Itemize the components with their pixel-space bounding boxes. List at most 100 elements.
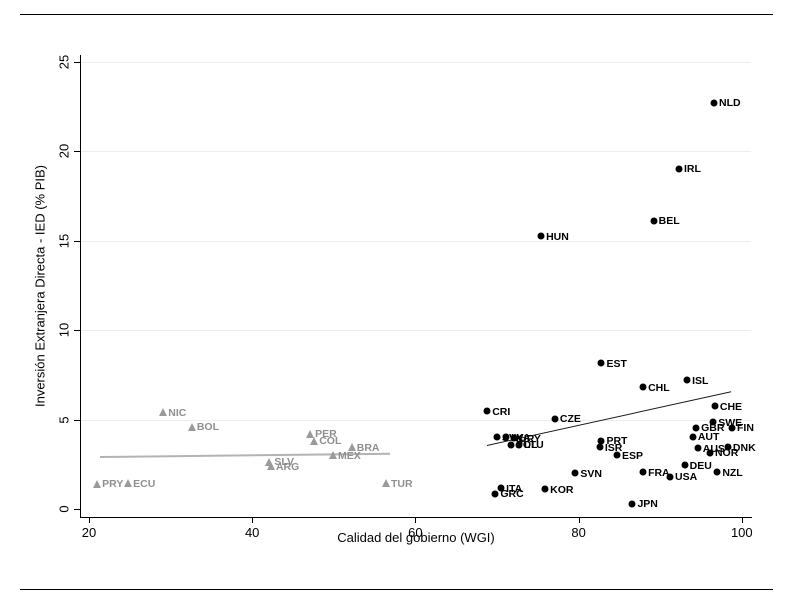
triangle-marker-ECU: [124, 479, 133, 488]
circle-marker-JPN: [628, 500, 636, 508]
data-point-triangle: [328, 451, 337, 460]
data-point-label-CRI: CRI: [492, 405, 511, 418]
data-point-circle: [493, 433, 501, 441]
circle-marker-USA: [666, 473, 674, 481]
circle-marker-URY: [510, 434, 518, 442]
data-point-circle: [507, 441, 515, 449]
data-point-label-CZE: CZE: [559, 413, 581, 426]
data-point-label-SLV: SLV: [274, 456, 294, 469]
circle-marker-LVA: [502, 433, 510, 441]
circle-marker-LTU: [515, 441, 523, 449]
x-tick-60: [415, 517, 417, 523]
data-point-circle: [706, 449, 714, 457]
y-tick-5: [74, 419, 80, 421]
data-point-circle: [571, 469, 579, 477]
data-point-triangle: [93, 479, 102, 488]
data-point-circle: [483, 407, 491, 415]
data-point-circle: [596, 443, 604, 451]
triangle-marker-COL: [310, 436, 319, 445]
circle-marker-NZL: [713, 468, 721, 476]
data-point-label-MEX: MEX: [337, 449, 361, 462]
triangle-marker-TUR: [382, 479, 391, 488]
data-point-circle: [502, 433, 510, 441]
circle-marker-PRT: [597, 437, 605, 445]
data-point-circle: [541, 485, 549, 493]
data-point-label-IRL: IRL: [683, 163, 701, 176]
y-axis-title: Inversión Extranjera Directa - IED (% PI…: [32, 164, 48, 408]
data-point-triangle: [266, 462, 275, 471]
gridline-y-10: [81, 330, 751, 331]
data-point-circle: [692, 424, 700, 432]
data-point-circle: [683, 376, 691, 384]
data-point-label-EST: EST: [606, 357, 627, 370]
data-point-triangle: [187, 422, 196, 431]
data-point-label-ARG: ARG: [275, 460, 300, 473]
data-point-label-CHL: CHL: [648, 381, 670, 394]
circle-marker-ITA: [497, 484, 505, 492]
data-point-label-PRY: PRY: [102, 478, 124, 491]
circle-marker-NOR: [706, 449, 714, 457]
data-point-circle: [537, 232, 545, 240]
circle-marker-AUS: [694, 444, 702, 452]
y-axis-line: [80, 55, 81, 517]
data-point-label-AUT: AUT: [697, 431, 720, 443]
data-point-label-SWE: SWE: [718, 416, 743, 429]
data-point-label-COL: COL: [319, 435, 342, 448]
data-point-label-LTU: LTU: [524, 439, 544, 452]
data-point-circle: [497, 484, 505, 492]
data-point-circle: [510, 434, 518, 442]
data-point-triangle: [310, 436, 319, 445]
data-point-circle: [713, 468, 721, 476]
circle-marker-CHL: [639, 383, 647, 391]
y-tick-20: [74, 151, 80, 152]
x-axis-title: Calidad del gobierno (WGI): [337, 530, 495, 545]
data-point-label-NZL: NZL: [722, 466, 743, 479]
data-point-label-BEL: BEL: [658, 215, 680, 228]
data-point-circle: [675, 165, 683, 173]
data-point-label-GRC: GRC: [500, 488, 524, 501]
bottom-rule: [20, 589, 773, 590]
triangle-marker-ARG: [266, 462, 275, 471]
circle-marker-HUN: [537, 232, 545, 240]
data-point-circle: [711, 402, 719, 410]
circle-marker-CHE: [711, 402, 719, 410]
data-point-triangle: [124, 479, 133, 488]
data-point-circle: [681, 461, 689, 469]
data-point-circle: [689, 433, 697, 440]
data-point-label-ESP: ESP: [621, 449, 643, 462]
data-point-circle: [628, 500, 636, 508]
gridline-y-5: [81, 419, 751, 421]
y-tick-label-0: 0: [56, 505, 72, 513]
data-point-label-PRT: PRT: [606, 435, 628, 448]
data-point-circle: [694, 444, 702, 452]
circle-marker-SWE: [709, 418, 717, 426]
data-point-label-DEU: DEU: [689, 459, 712, 472]
data-point-label-PER: PER: [315, 428, 337, 441]
data-point-label-ECU: ECU: [133, 477, 156, 490]
data-point-circle: [597, 437, 605, 445]
gridline-y-20: [81, 151, 751, 152]
data-point-label-URY: URY: [519, 432, 541, 445]
y-tick-25: [74, 61, 80, 63]
circle-marker-FIN: [728, 424, 736, 432]
triangle-marker-BRA: [347, 443, 356, 452]
circle-marker-FRA: [639, 468, 647, 476]
triangle-marker-NIC: [159, 408, 168, 417]
data-point-label-HUN: HUN: [546, 230, 569, 243]
x-tick-label-20: 20: [81, 525, 97, 540]
circle-marker-DNK: [724, 443, 732, 451]
circle-marker-BEL: [650, 217, 658, 225]
data-point-circle: [613, 451, 621, 459]
data-point-triangle: [306, 429, 315, 438]
data-point-triangle: [265, 457, 274, 466]
data-point-circle: [650, 217, 658, 225]
x-tick-label-80: 80: [571, 525, 586, 540]
x-tick-label-40: 40: [244, 525, 260, 540]
data-point-triangle: [382, 479, 391, 488]
top-rule: [20, 14, 773, 15]
data-point-circle: [724, 443, 732, 451]
data-point-triangle: [347, 443, 356, 452]
circle-marker-ISL: [683, 376, 691, 384]
x-tick-100: [741, 517, 743, 523]
data-point-circle: [515, 441, 523, 449]
